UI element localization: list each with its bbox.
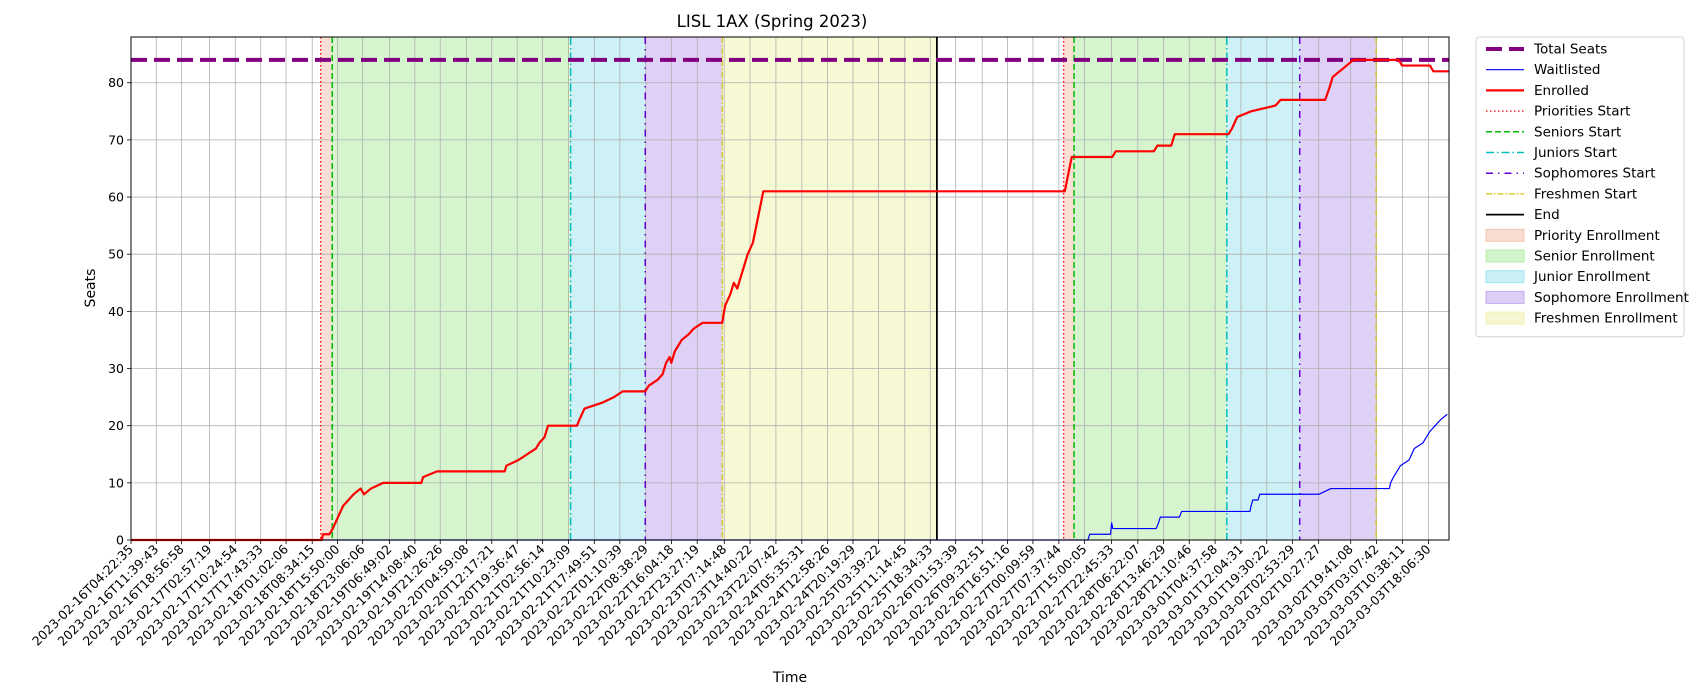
grid-lines xyxy=(130,37,1449,541)
legend-swatch xyxy=(1485,290,1525,304)
y-tick-label: 10 xyxy=(108,475,124,490)
legend-label: Waitlisted xyxy=(1534,62,1601,78)
chart-title: LISL 1AX (Spring 2023) xyxy=(677,12,868,31)
phase-span-0-0 xyxy=(320,37,333,540)
legend-box xyxy=(1475,36,1685,338)
y-tick-label: 80 xyxy=(108,75,124,90)
legend: Total Seats Waitlisted Enrolled Priorities … xyxy=(1475,36,1689,338)
legend-label: Total Seats xyxy=(1533,42,1607,58)
phase-span-2-1 xyxy=(1226,37,1300,540)
x-axis-title: Time xyxy=(772,670,807,686)
phase-span-3-1 xyxy=(1299,37,1377,540)
x-axis-ticks: 2023-02-16T04:22:352023-02-16T11:39:4320… xyxy=(29,540,1434,649)
plot-frame xyxy=(130,36,1450,541)
legend-label: Enrolled xyxy=(1534,83,1589,99)
y-tick-label: 70 xyxy=(108,132,124,147)
y-tick-label: 50 xyxy=(108,247,124,262)
phase-spans xyxy=(320,37,1377,540)
legend-label: Priorities Start xyxy=(1534,104,1630,120)
legend-label: Senior Enrollment xyxy=(1534,249,1655,265)
y-tick-label: 40 xyxy=(108,304,124,319)
phase-markers xyxy=(319,37,1377,540)
series-line-1 xyxy=(131,413,1448,541)
phase-span-1-0 xyxy=(332,37,571,540)
legend-swatch xyxy=(1485,311,1525,325)
legend-label: Juniors Start xyxy=(1533,145,1617,161)
y-axis-title: Seats xyxy=(83,269,99,308)
legend-swatch xyxy=(1485,228,1525,242)
legend-swatch xyxy=(1485,270,1525,284)
legend-label: Sophomores Start xyxy=(1534,166,1656,182)
data-series xyxy=(131,57,1449,542)
y-tick-label: 60 xyxy=(108,190,124,205)
phase-span-1-1 xyxy=(1074,37,1227,540)
phase-span-3-0 xyxy=(645,37,723,540)
legend-label: Freshmen Start xyxy=(1534,186,1637,202)
y-tick-label: 0 xyxy=(116,533,124,548)
legend-swatch xyxy=(1485,249,1525,263)
y-tick-label: 30 xyxy=(108,361,124,376)
series-line-2 xyxy=(131,58,1449,542)
legend-label: End xyxy=(1534,207,1560,223)
y-tick-label: 20 xyxy=(108,418,124,433)
legend-label: Junior Enrollment xyxy=(1533,269,1650,285)
phase-span-0-1 xyxy=(1063,37,1075,540)
legend-label: Sophomore Enrollment xyxy=(1534,290,1689,306)
legend-label: Freshmen Enrollment xyxy=(1534,311,1678,327)
phase-span-4-0 xyxy=(722,37,937,540)
phase-span-2-0 xyxy=(570,37,646,540)
legend-label: Seniors Start xyxy=(1534,124,1621,140)
legend-label: Priority Enrollment xyxy=(1534,228,1660,244)
y-axis-ticks: 0 10 20 30 40 50 60 70 80 xyxy=(108,75,131,548)
